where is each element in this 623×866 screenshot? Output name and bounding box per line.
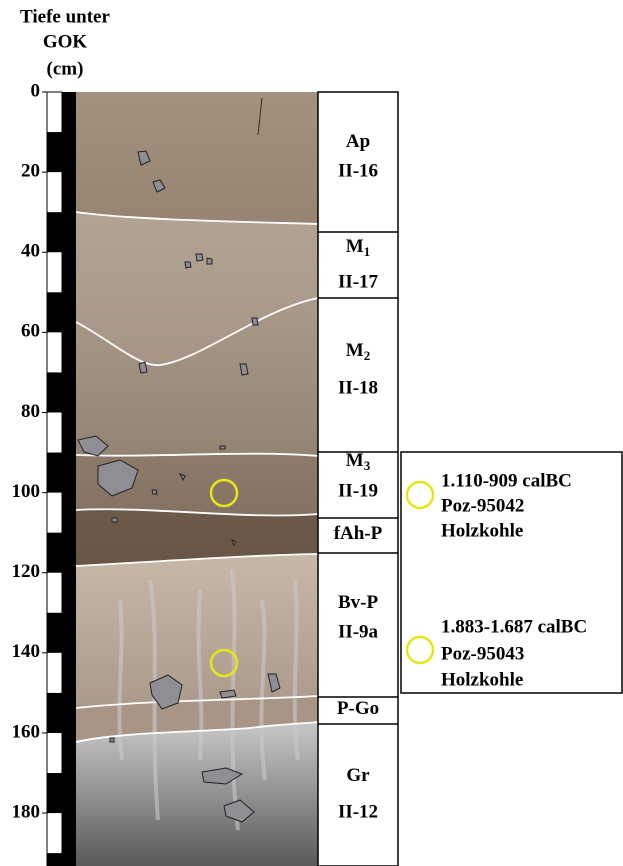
horizon-name: M1 — [346, 236, 370, 259]
sample-material: Holzkohle — [441, 520, 523, 541]
scale-segment — [47, 372, 62, 412]
depth-label: 40 — [21, 241, 40, 262]
horizon-name: Gr — [346, 765, 370, 786]
horizon-code: II-9a — [338, 621, 379, 642]
horizon-name: M — [346, 236, 364, 257]
horizon-name: M2 — [346, 340, 370, 363]
sample-lab: Poz-95043 — [441, 643, 524, 664]
sample-marker — [407, 637, 433, 663]
depth-label: 0 — [31, 80, 41, 101]
horizon-code: II-19 — [338, 480, 378, 501]
horizon-name: M3 — [346, 450, 371, 473]
horizon-name: P-Go — [337, 698, 379, 719]
scale-segment — [47, 613, 62, 653]
depth-label: 160 — [12, 721, 41, 742]
depth-label: 80 — [21, 401, 40, 422]
scale-segment — [47, 853, 62, 866]
scale-segment — [47, 132, 62, 172]
horizon-code: II-16 — [338, 160, 378, 181]
horizon-name: Bv-P — [338, 592, 379, 613]
horizon-name: fAh-P — [334, 523, 383, 544]
scale-segment — [47, 693, 62, 733]
horizon-name: Ap — [346, 131, 370, 152]
sample-date: 1.110-909 calBC — [441, 470, 572, 491]
horizon-name: Bv-P — [338, 592, 379, 613]
horizon-frame — [318, 92, 398, 866]
axis-title: GOK — [43, 31, 88, 52]
layer-gr — [76, 722, 318, 866]
depth-label: 20 — [21, 160, 40, 181]
depth-scale — [47, 92, 76, 866]
horizon-code: II-17 — [338, 271, 379, 292]
depth-label: 60 — [21, 321, 40, 342]
depth-label: 120 — [12, 561, 41, 582]
depth-label: 180 — [12, 801, 41, 822]
axis-title: Tiefe unter — [20, 6, 110, 27]
horizon-name: fAh-P — [334, 523, 383, 544]
horizon-name: M — [346, 450, 364, 471]
scale-bar — [62, 92, 76, 866]
horizon-sub: 3 — [364, 458, 371, 473]
sample-material: Holzkohle — [441, 669, 523, 690]
scale-segment — [47, 453, 62, 493]
axis-title: (cm) — [47, 58, 84, 79]
scale-segment — [47, 212, 62, 252]
scale-segment — [47, 533, 62, 573]
depth-label: 100 — [12, 481, 41, 502]
sample-marker — [407, 482, 433, 508]
horizon-name: P-Go — [337, 698, 379, 719]
horizon-code: II-12 — [338, 801, 378, 822]
soil-profile: Tiefe unter GOK (cm) 1.110-909 calBC Poz… — [0, 0, 623, 866]
layers — [76, 92, 318, 866]
scale-segment — [47, 773, 62, 813]
sample-date: 1.883-1.687 calBC — [441, 616, 587, 637]
horizon-column — [318, 92, 398, 866]
horizon-name: Gr — [346, 765, 370, 786]
depth-label: 140 — [12, 641, 41, 662]
horizon-name: M — [346, 340, 364, 361]
sample-lab: Poz-95042 — [441, 495, 524, 516]
horizon-name: Ap — [346, 131, 370, 152]
horizon-sub: 1 — [364, 244, 371, 259]
horizon-sub: 2 — [364, 348, 371, 363]
scale-segment — [47, 292, 62, 332]
horizon-code: II-18 — [338, 377, 378, 398]
